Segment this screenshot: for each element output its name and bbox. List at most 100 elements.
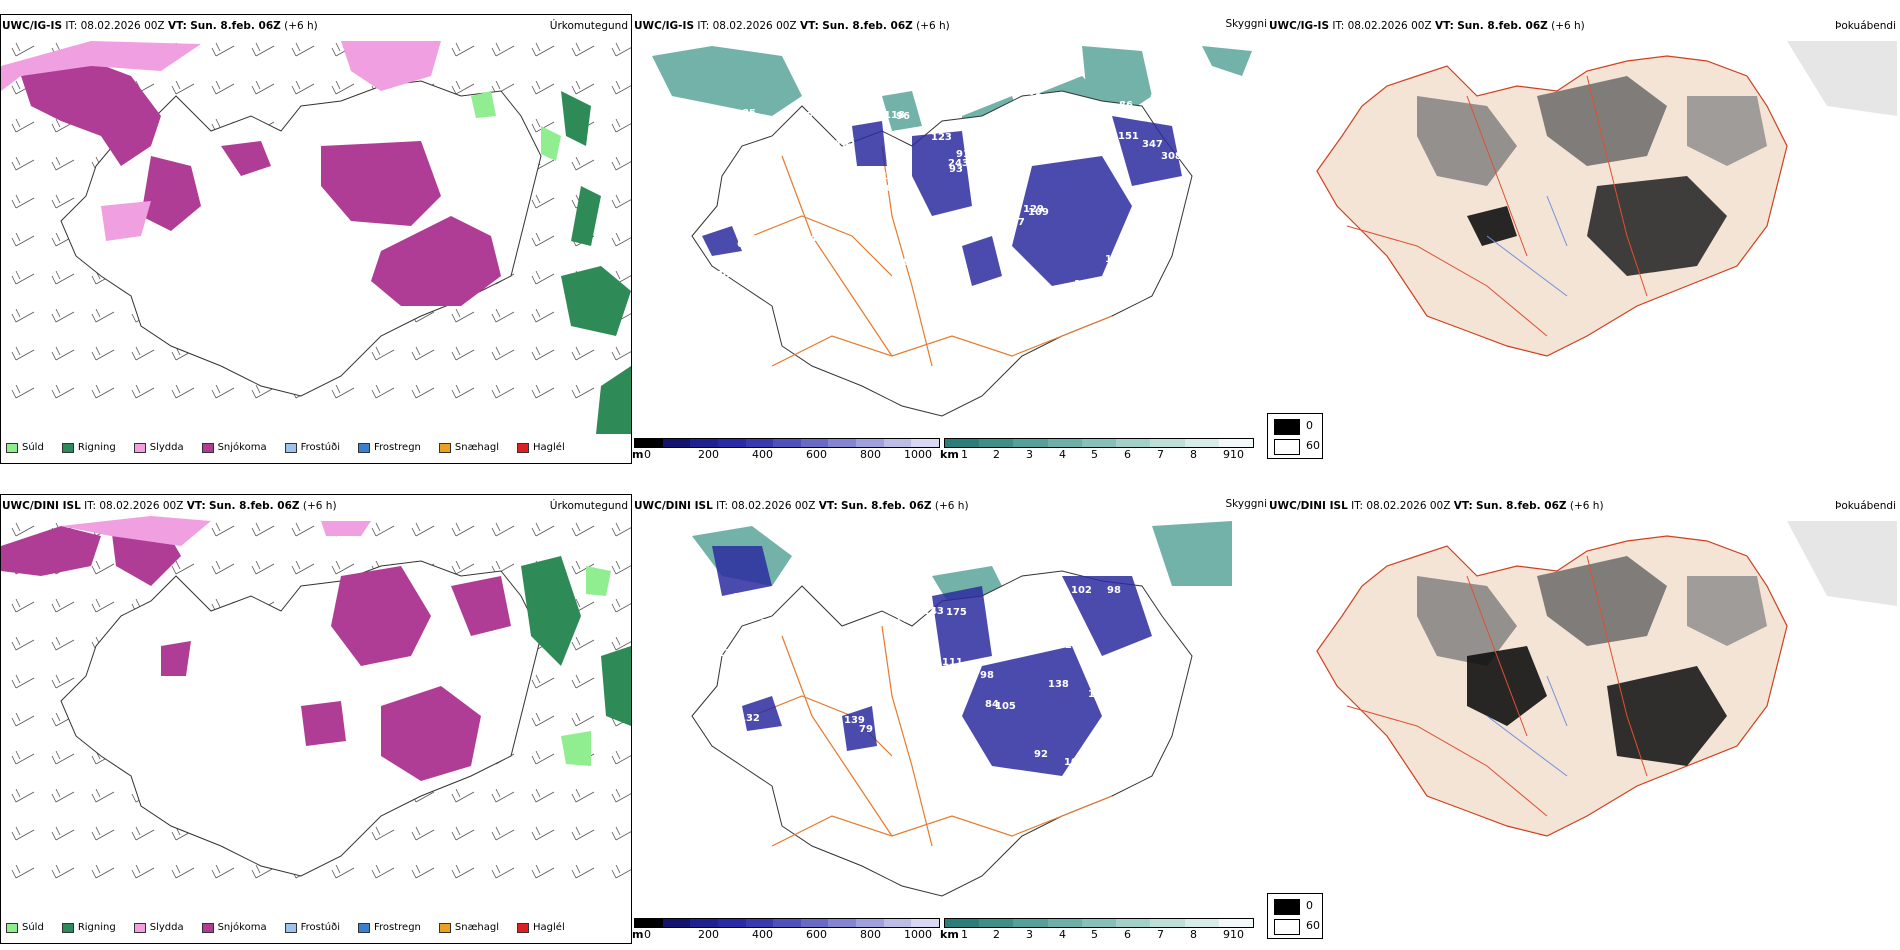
cloud-base-label: 65 xyxy=(1116,732,1130,743)
wind-barb xyxy=(251,80,275,95)
cloud-base-label: 269 xyxy=(802,276,823,287)
wind-barb xyxy=(171,560,195,575)
wind-barb xyxy=(51,636,75,651)
legend-item: Slydda xyxy=(133,442,184,453)
wind-barb xyxy=(371,864,395,879)
cloud-base-label: 83 xyxy=(1091,117,1105,128)
legend-swatch xyxy=(133,442,146,453)
wind-barb xyxy=(51,674,75,689)
height-tick: 400 xyxy=(752,448,773,461)
wind-barb xyxy=(251,522,275,537)
cloud-base-label: 70 xyxy=(716,270,730,281)
wind-barb xyxy=(171,384,195,399)
cloud-base-label: 94 xyxy=(778,147,792,158)
cloud-base-label: 62 xyxy=(737,239,751,250)
fog-legend: 0 60 xyxy=(1267,413,1323,459)
fog-swatch-dark xyxy=(1274,899,1300,915)
wind-barb xyxy=(291,42,315,57)
cloud-base-label: 92 xyxy=(1034,749,1048,760)
legend-item: Snjókoma xyxy=(201,442,267,453)
wind-barb xyxy=(611,750,631,765)
fog-low-label: 60 xyxy=(1306,919,1320,932)
wind-barb xyxy=(571,156,595,171)
row1-fog-panel: UWC/IG-IS IT: 08.02.2026 00Z VT: Sun. 8.… xyxy=(1267,14,1900,414)
wind-barb xyxy=(51,270,75,285)
vis-tick: 1 xyxy=(961,448,968,461)
legend-label: Rigning xyxy=(77,442,116,453)
cloud-base-label: 136 xyxy=(1105,254,1126,265)
cloud-base-label: 132 xyxy=(739,713,760,724)
wind-barb xyxy=(411,346,435,361)
wind-barb xyxy=(411,826,435,841)
cloud-base-label: 127 xyxy=(752,681,773,692)
cloud-base-label: 148 xyxy=(934,292,955,303)
lead-time: (+6 h) xyxy=(302,500,337,512)
wind-barb xyxy=(571,864,595,879)
wind-barb xyxy=(91,864,115,879)
wind-barb xyxy=(451,560,475,575)
vis-tick: 10 xyxy=(1230,448,1244,461)
rivers-fog xyxy=(1486,675,1568,777)
it-label: IT: xyxy=(84,500,97,512)
wind-barb xyxy=(131,864,155,879)
it-value: 08.02.2026 00Z xyxy=(99,500,184,512)
vt-label: VT: xyxy=(1434,20,1454,32)
height-tick: 800 xyxy=(860,448,881,461)
lead-time: (+6 h) xyxy=(1551,20,1585,32)
vt-value: Sun. 8.feb. 06Z xyxy=(190,20,281,32)
wind-barb xyxy=(531,750,555,765)
cloud-base-label: 92 xyxy=(1003,600,1017,611)
wind-barb xyxy=(51,308,75,323)
legend-swatch xyxy=(201,922,214,933)
vis-tick: 10 xyxy=(1230,928,1244,941)
wind-barb xyxy=(11,308,35,323)
row2-vis-header: UWC/DINI ISL IT: 08.02.2026 00Z VT: Sun.… xyxy=(634,500,969,512)
legend-swatch xyxy=(61,442,74,453)
wind-barb xyxy=(571,522,595,537)
cloud-base-label: 83 xyxy=(886,158,900,169)
cloud-base-label: 111 xyxy=(942,657,963,668)
cloud-base-label: 834 xyxy=(1109,676,1130,687)
fog-map xyxy=(1316,41,1897,357)
cloud-base-label: 98 xyxy=(1107,585,1121,596)
cloud-base-label: 175 xyxy=(946,607,967,618)
it-value: 08.02.2026 00Z xyxy=(80,20,165,32)
row2-fog-panel: UWC/DINI ISL IT: 08.02.2026 00Z VT: Sun.… xyxy=(1267,494,1900,894)
visibility-map: 222 131 86 126 990 98 118 123 276 65 70 91 96 91 109 85… xyxy=(652,46,1252,417)
model-name: UWC/IG-IS xyxy=(1269,20,1330,32)
roads-fog xyxy=(1346,555,1648,817)
visibility-colorbar xyxy=(944,438,1254,448)
legend-item: Haglél xyxy=(517,442,565,453)
vis-tick: 9 xyxy=(1223,928,1230,941)
wind-barb xyxy=(131,346,155,361)
vis-tick: 8 xyxy=(1190,448,1197,461)
panel-title-precip: Úrkomutegund xyxy=(549,500,628,512)
vis-tick: 4 xyxy=(1059,448,1066,461)
wind-barb xyxy=(331,384,355,399)
fog-swatch-light xyxy=(1274,919,1300,935)
cloud-base-label: 279 xyxy=(1065,640,1086,651)
vt-value: Sun. 8.feb. 06Z xyxy=(841,500,932,512)
lead-time: (+6 h) xyxy=(284,20,318,32)
cloud-base-label: 102 xyxy=(1071,585,1092,596)
wind-barb xyxy=(491,42,515,57)
legend-item: Frostregn xyxy=(358,922,421,933)
wind-barb xyxy=(51,598,75,613)
wind-barb xyxy=(11,384,35,399)
height-tick: 800 xyxy=(860,928,881,941)
vt-label: VT: xyxy=(167,20,187,32)
cloud-base-label: 105 xyxy=(995,701,1016,712)
wind-barb xyxy=(371,384,395,399)
legend-item: Slydda xyxy=(133,922,184,933)
wind-barb xyxy=(291,80,315,95)
visibility-colorbar xyxy=(944,918,1254,928)
cloud-base-label: 276 xyxy=(750,234,771,245)
legend-label: Súld xyxy=(22,922,44,933)
lead-time: (+6 h) xyxy=(1569,500,1604,512)
vt-value: Sun. 8.feb. 06Z xyxy=(1457,20,1548,32)
legend-item: Snæhagl xyxy=(438,922,499,933)
legend-item: Rigning xyxy=(61,922,116,933)
rain-areas xyxy=(521,556,631,726)
model-name: UWC/DINI ISL xyxy=(2,500,81,512)
wind-barb xyxy=(291,560,315,575)
